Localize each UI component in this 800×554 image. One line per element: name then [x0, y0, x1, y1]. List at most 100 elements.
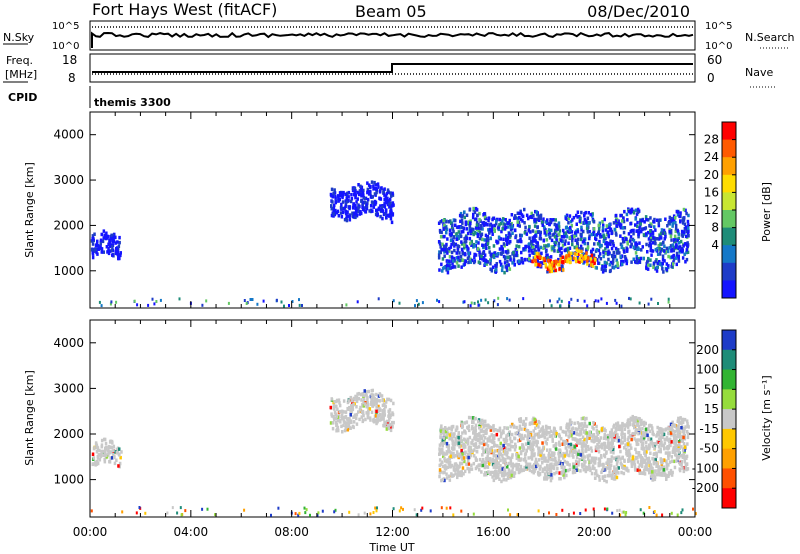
scatter-cell	[654, 469, 657, 473]
scatter-cell	[444, 429, 448, 434]
scatter-cell	[625, 449, 628, 454]
scatter-cell	[524, 459, 528, 464]
scatter-cell	[551, 437, 554, 442]
scatter-cell	[604, 268, 607, 273]
ground-scatter-cell	[497, 296, 500, 300]
scatter-cell	[613, 254, 616, 258]
scatter-cell	[554, 458, 557, 462]
scatter-cell	[383, 187, 386, 191]
scatter-cell	[552, 464, 555, 469]
ground-scatter-cell	[348, 510, 351, 514]
scatter-cell	[335, 429, 338, 433]
scatter-cell	[94, 442, 98, 446]
scatter-cell	[567, 468, 570, 473]
scatter-cell	[471, 418, 474, 422]
scatter-cell	[643, 472, 647, 476]
scatter-cell	[530, 465, 534, 469]
scatter-cell	[614, 472, 617, 476]
scatter-cell	[583, 424, 586, 428]
scatter-cell	[449, 266, 452, 270]
scatter-cell	[333, 203, 336, 208]
scatter-cell	[101, 449, 105, 454]
scatter-cell	[681, 434, 684, 439]
scatter-cell	[505, 478, 508, 482]
scatter-cell	[549, 466, 553, 471]
scatter-cell	[649, 263, 652, 267]
scatter-cell	[637, 257, 640, 261]
scatter-cell	[453, 468, 457, 472]
scatter-cell	[100, 250, 103, 254]
scatter-cell	[445, 268, 448, 272]
scatter-cell	[443, 254, 446, 258]
scatter-cell	[671, 429, 675, 433]
scatter-cell	[372, 184, 375, 188]
scatter-cell	[535, 254, 539, 258]
scatter-cell	[458, 233, 462, 238]
scatter-cell	[639, 419, 642, 423]
ground-scatter-cell	[615, 301, 618, 305]
scatter-cell	[111, 245, 114, 249]
scatter-cell	[615, 233, 618, 237]
ground-scatter-cell	[201, 303, 204, 307]
colorbar-cell	[722, 210, 736, 229]
scatter-cell	[522, 436, 525, 441]
scatter-cell	[528, 464, 531, 469]
scatter-cell	[97, 453, 100, 457]
scatter-cell	[537, 432, 540, 436]
scatter-cell	[648, 241, 652, 245]
scatter-cell	[681, 466, 684, 470]
ground-scatter-cell	[484, 298, 487, 302]
colorbar-tick-label: 16	[704, 185, 719, 199]
scatter-cell	[613, 430, 617, 435]
scatter-cell	[440, 230, 443, 235]
scatter-cell	[647, 457, 650, 461]
y-tick-label: 2000	[53, 427, 84, 441]
scatter-cell	[483, 212, 486, 216]
scatter-cell	[653, 475, 657, 480]
scatter-cell	[668, 246, 671, 250]
scatter-cell	[474, 253, 478, 257]
scatter-cell	[349, 395, 352, 400]
scatter-cell	[679, 454, 683, 458]
scatter-cell	[482, 439, 485, 444]
scatter-cell	[593, 422, 596, 426]
scatter-cell	[640, 435, 643, 440]
scatter-cell	[520, 256, 523, 261]
scatter-cell	[612, 221, 616, 225]
scatter-cell	[567, 241, 570, 245]
scatter-cell	[583, 239, 586, 243]
scatter-cell	[511, 225, 514, 229]
scatter-cell	[612, 250, 615, 255]
scatter-cell	[474, 466, 478, 471]
scatter-cell	[366, 401, 369, 405]
scatter-cell	[355, 399, 359, 404]
scatter-cell	[640, 248, 643, 252]
scatter-cell	[644, 454, 647, 458]
ground-scatter-cell	[650, 297, 653, 301]
scatter-cell	[503, 468, 506, 472]
scatter-cell	[628, 458, 631, 463]
scatter-cell	[582, 440, 585, 444]
scatter-cell	[636, 224, 639, 229]
colorbar-cell	[722, 157, 736, 176]
scatter-cell	[654, 267, 657, 271]
scatter-cell	[506, 471, 509, 476]
scatter-cell	[513, 436, 517, 441]
scatter-cell	[361, 411, 365, 415]
scatter-cell	[458, 251, 461, 255]
scatter-cell	[549, 471, 552, 475]
scatter-cell	[330, 397, 333, 401]
scatter-cell	[620, 424, 623, 429]
scatter-cell	[107, 453, 110, 457]
scatter-cell	[509, 473, 512, 478]
scatter-cell	[548, 475, 552, 479]
scatter-cell	[662, 465, 666, 469]
scatter-cell	[618, 424, 622, 428]
scatter-cell	[554, 242, 557, 247]
scatter-cell	[500, 252, 503, 256]
scatter-cell	[112, 235, 116, 239]
scatter-cell	[98, 458, 102, 462]
scatter-cell	[481, 251, 485, 256]
scatter-cell	[547, 453, 550, 458]
